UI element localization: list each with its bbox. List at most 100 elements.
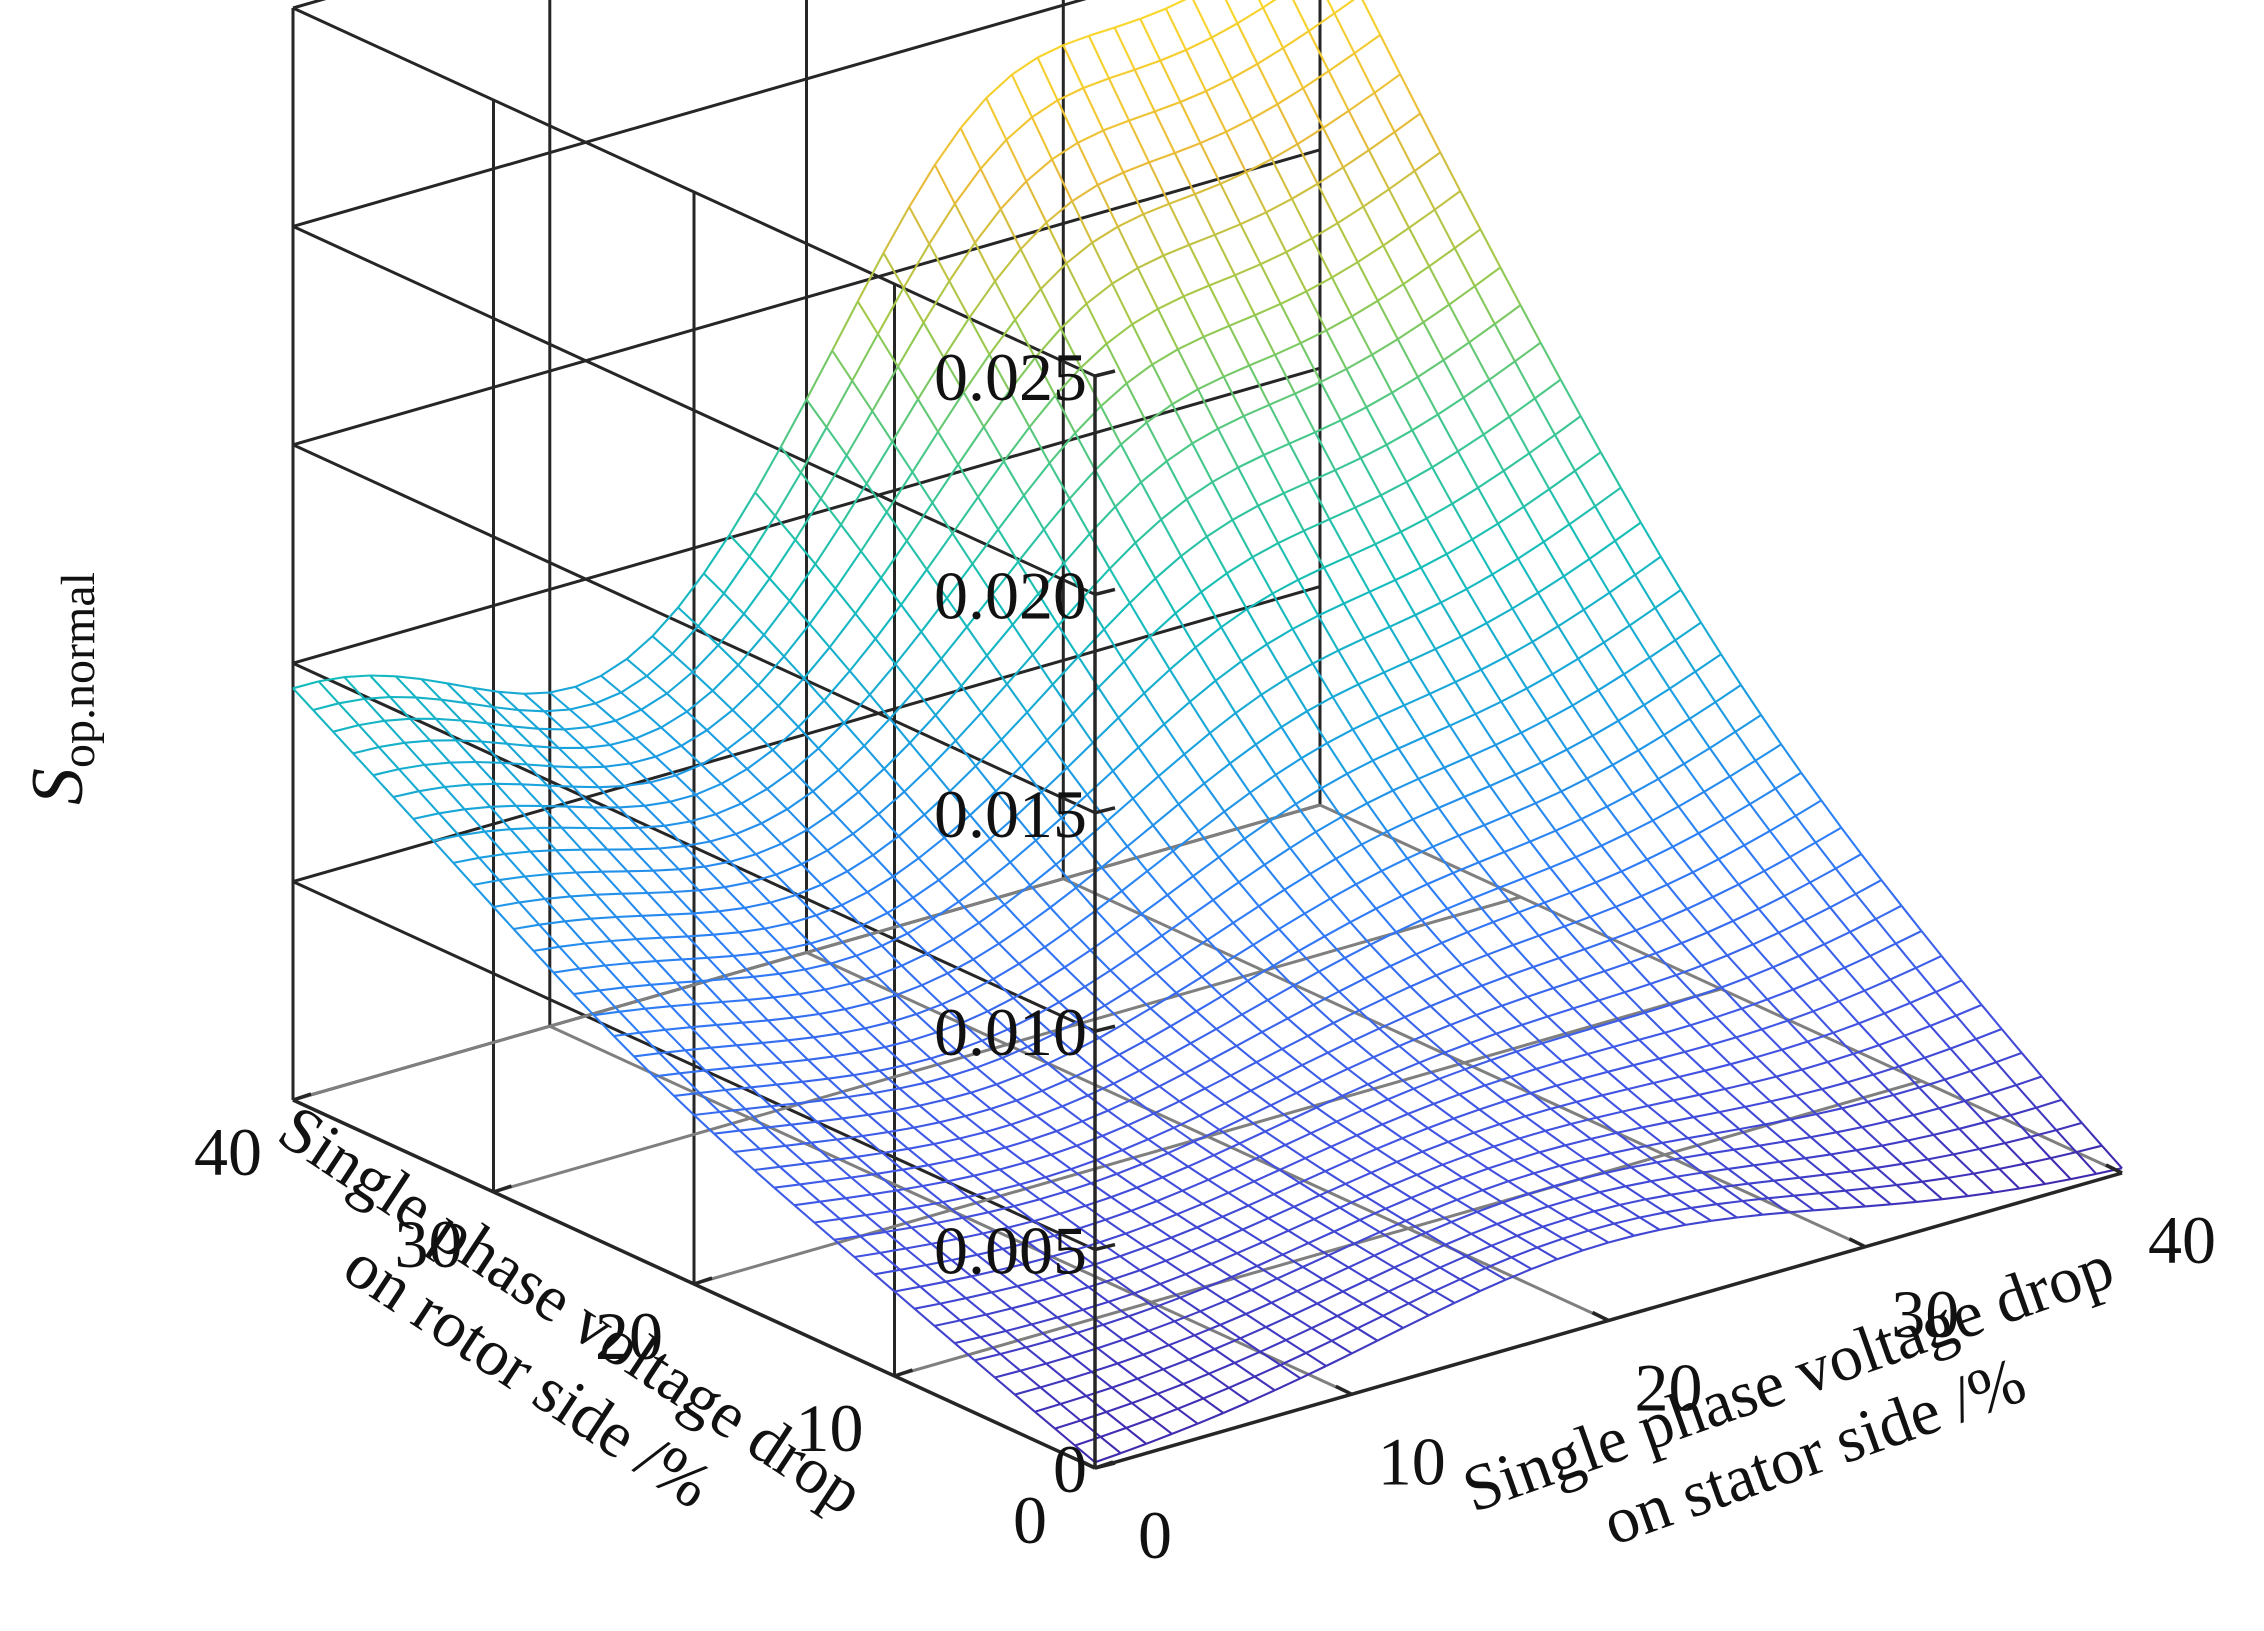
surface-mesh-segment bbox=[906, 917, 934, 935]
surface-mesh-segment bbox=[1251, 556, 1274, 595]
surface-mesh-segment bbox=[718, 906, 745, 913]
surface-mesh-segment bbox=[464, 805, 491, 811]
surface-mesh-segment bbox=[1131, 307, 1159, 326]
surface-mesh-segment bbox=[1462, 1167, 1489, 1179]
surface-mesh-segment bbox=[1014, 815, 1037, 842]
surface-mesh-segment bbox=[869, 1002, 892, 1023]
surface-mesh-segment bbox=[2035, 1107, 2057, 1131]
surface-mesh-segment bbox=[547, 784, 574, 788]
surface-mesh-segment bbox=[1619, 1204, 1641, 1219]
surface-mesh-segment bbox=[750, 873, 777, 884]
surface-mesh-segment bbox=[1578, 978, 1600, 1002]
surface-mesh-segment bbox=[1572, 1007, 1595, 1029]
surface-mesh-segment bbox=[807, 1059, 829, 1080]
surface-mesh-segment bbox=[1056, 99, 1079, 144]
surface-mesh-segment bbox=[1801, 1068, 1823, 1090]
surface-mesh-segment bbox=[720, 768, 748, 785]
surface-mesh-segment bbox=[1205, 77, 1233, 93]
surface-mesh-segment bbox=[1230, 77, 1253, 120]
surface-mesh-segment bbox=[1500, 701, 1523, 734]
surface-mesh-segment bbox=[1351, 299, 1379, 318]
surface-mesh-segment bbox=[1690, 1016, 1717, 1027]
surface-mesh-segment bbox=[1255, 1048, 1283, 1064]
surface-mesh-segment bbox=[729, 860, 752, 883]
surface-mesh-segment bbox=[1481, 975, 1508, 987]
surface-mesh-segment bbox=[755, 1064, 778, 1086]
surface-mesh-segment bbox=[1163, 243, 1190, 257]
surface-mesh-segment bbox=[1583, 591, 1611, 611]
surface-mesh-segment bbox=[723, 886, 746, 909]
surface-mesh-segment bbox=[788, 563, 817, 602]
surface-mesh-segment bbox=[1574, 451, 1602, 472]
surface-mesh-segment bbox=[1544, 891, 1571, 904]
surface-mesh-segment bbox=[392, 796, 415, 820]
surface-mesh-segment bbox=[1165, 1249, 1192, 1262]
surface-mesh-segment bbox=[718, 1111, 741, 1132]
surface-mesh-segment bbox=[1509, 813, 1531, 843]
surface-mesh-segment bbox=[523, 693, 545, 713]
surface-mesh-segment bbox=[1393, 131, 1416, 172]
surface-mesh-segment bbox=[1079, 1218, 1106, 1230]
surface-mesh-segment bbox=[1189, 1042, 1212, 1061]
surface-mesh-segment bbox=[743, 613, 765, 636]
surface-mesh-segment bbox=[1276, 1266, 1304, 1280]
surface-mesh-segment bbox=[1332, 1022, 1355, 1042]
surface-mesh-segment bbox=[1736, 1213, 1763, 1219]
surface-mesh-segment bbox=[1376, 1147, 1398, 1163]
surface-mesh-segment bbox=[773, 1186, 795, 1206]
surface-mesh-segment bbox=[986, 654, 1008, 685]
surface-mesh-segment bbox=[1391, 376, 1419, 394]
surface-mesh-segment bbox=[577, 766, 600, 788]
surface-mesh-segment bbox=[1783, 895, 1806, 921]
surface-mesh-segment bbox=[1228, 1386, 1250, 1403]
surface-mesh-segment bbox=[1726, 954, 1749, 979]
surface-mesh-segment bbox=[1944, 1070, 1971, 1081]
stator-tick-label: 40 bbox=[2148, 1202, 2216, 1278]
surface-mesh-segment bbox=[985, 1307, 1012, 1316]
surface-mesh-segment bbox=[972, 958, 995, 980]
surface-mesh-segment bbox=[1898, 1065, 1920, 1089]
surface-mesh-segment bbox=[1531, 641, 1554, 675]
surface-mesh-segment bbox=[1246, 980, 1269, 1001]
surface-mesh-segment bbox=[1465, 1255, 1487, 1269]
surface-mesh-segment bbox=[1170, 1010, 1197, 1028]
surface-mesh-segment bbox=[1254, 302, 1282, 317]
surface-mesh-segment bbox=[886, 896, 914, 914]
surface-mesh-segment bbox=[2009, 1114, 2032, 1138]
surface-mesh-segment bbox=[767, 1016, 794, 1022]
surface-mesh-segment bbox=[1005, 139, 1028, 182]
surface-mesh-segment bbox=[1549, 867, 1571, 894]
surface-mesh-segment bbox=[670, 1002, 697, 1008]
surface-mesh-segment bbox=[1177, 335, 1205, 351]
surface-mesh-segment bbox=[1347, 1067, 1369, 1086]
surface-mesh-segment bbox=[1311, 1327, 1333, 1342]
surface-mesh-segment bbox=[741, 1021, 763, 1044]
surface-mesh-segment bbox=[1111, 283, 1134, 325]
surface-mesh-segment bbox=[1247, 1204, 1269, 1220]
surface-mesh-segment bbox=[885, 1231, 907, 1250]
surface-mesh-segment bbox=[849, 982, 872, 1004]
surface-mesh-segment bbox=[973, 1168, 1000, 1177]
surface-mesh-segment bbox=[726, 978, 749, 1001]
surface-mesh-segment bbox=[1469, 743, 1496, 758]
surface-mesh-segment bbox=[864, 1214, 887, 1233]
surface-mesh-segment bbox=[1043, 946, 1066, 969]
surface-mesh-segment bbox=[899, 1081, 926, 1090]
surface-mesh-segment bbox=[1865, 1203, 1891, 1208]
surface-mesh-segment bbox=[1858, 1022, 1880, 1046]
surface-mesh-segment bbox=[988, 1205, 1015, 1214]
surface-mesh-segment bbox=[1177, 1407, 1199, 1425]
surface-mesh-segment bbox=[951, 532, 974, 565]
surface-mesh-segment bbox=[1500, 687, 1528, 703]
surface-mesh-segment bbox=[292, 687, 314, 711]
surface-mesh-segment bbox=[569, 702, 596, 711]
surface-mesh-segment bbox=[586, 827, 609, 851]
surface-mesh-segment bbox=[1793, 1194, 1815, 1212]
surface-mesh-segment bbox=[1886, 1120, 1909, 1142]
surface-mesh-segment bbox=[1019, 1176, 1046, 1186]
surface-mesh-segment bbox=[1214, 1337, 1241, 1351]
surface-mesh-segment bbox=[1117, 717, 1140, 748]
surface-mesh-segment bbox=[1208, 1372, 1230, 1389]
surface-mesh-segment bbox=[1434, 635, 1462, 651]
surface-mesh-segment bbox=[1507, 1172, 1535, 1183]
